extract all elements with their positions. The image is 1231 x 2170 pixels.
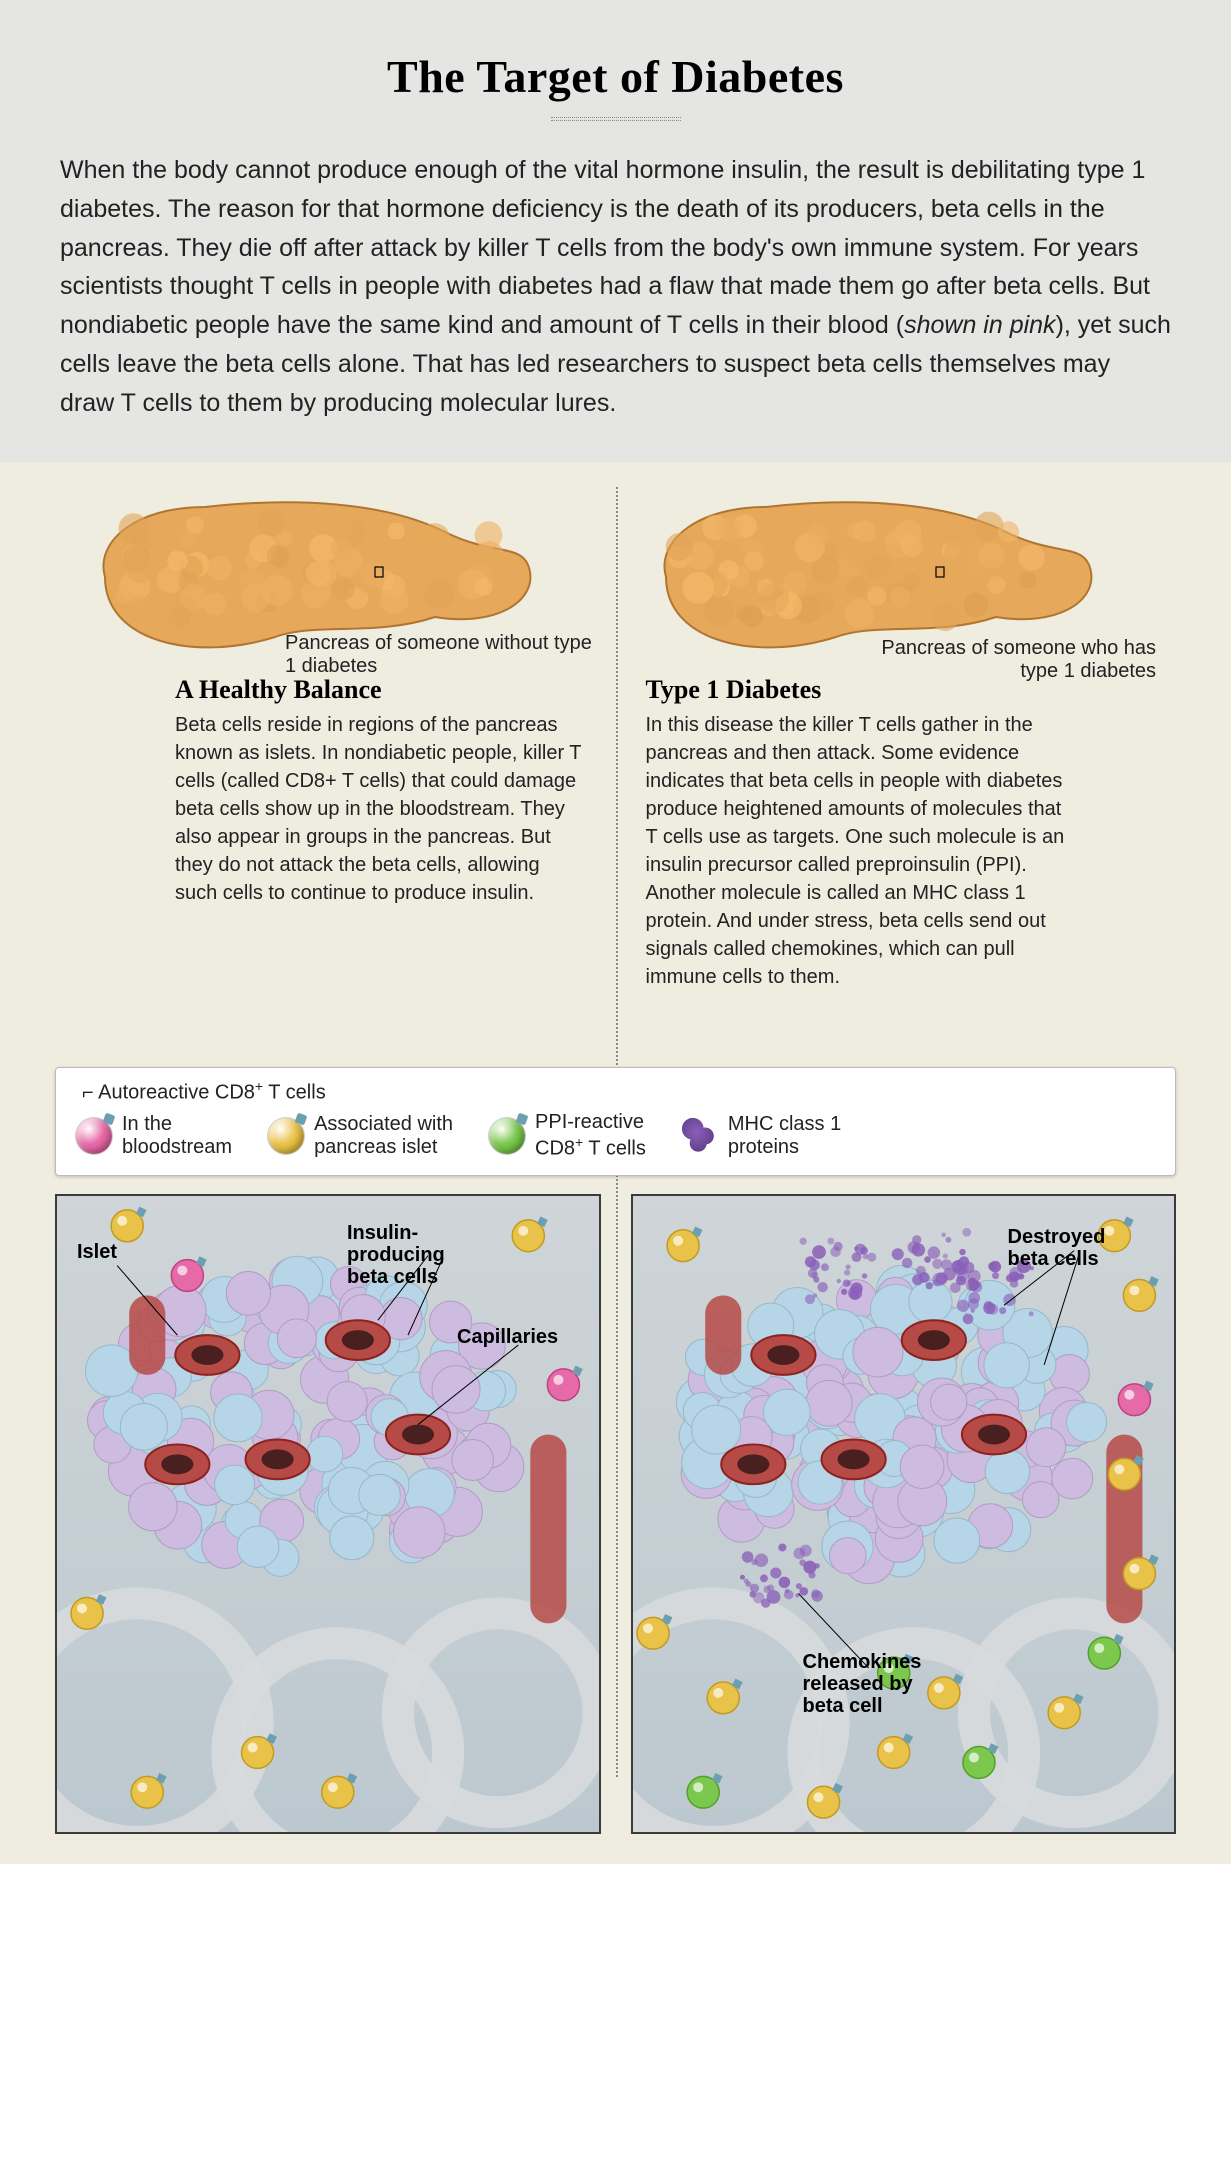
label-beta-cells: Insulin-producingbeta cells (347, 1222, 445, 1288)
column-left: Pancreas of someone without type 1 diabe… (55, 487, 616, 1047)
mhc-icon (682, 1118, 718, 1154)
title-divider (551, 117, 681, 121)
label-chemokines: Chemokinesreleased bybeta cell (803, 1651, 922, 1717)
legend-item: PPI-reactiveCD8+ T cells (489, 1111, 646, 1161)
legend-item-label: MHC class 1proteins (728, 1113, 841, 1159)
legend-item: MHC class 1proteins (682, 1113, 841, 1159)
right-text-block: Type 1 Diabetes In this disease the kill… (646, 675, 1067, 991)
legend-item-label: Associated withpancreas islet (314, 1113, 453, 1159)
legend-item: Associated withpancreas islet (268, 1113, 453, 1159)
legend-item: In thebloodstream (76, 1113, 232, 1159)
columns-top: Pancreas of someone without type 1 diabe… (55, 487, 1176, 1047)
left-body: Beta cells reside in regions of the panc… (175, 711, 586, 907)
label-islet: Islet (77, 1241, 117, 1263)
column-right: Pancreas of someone who has type 1 diabe… (616, 487, 1177, 1047)
tcell-icon (76, 1118, 112, 1154)
header-block: The Target of Diabetes When the body can… (0, 0, 1231, 462)
legend-item-label: PPI-reactiveCD8+ T cells (535, 1111, 646, 1161)
microview-diabetic-svg (633, 1196, 1175, 1832)
label-destroyed: Destroyedbeta cells (1008, 1226, 1106, 1270)
pancreas-healthy: Pancreas of someone without type 1 diabe… (75, 487, 596, 667)
legend-row: In thebloodstream Associated withpancreas… (76, 1111, 1155, 1161)
right-body: In this disease the killer T cells gathe… (646, 711, 1067, 991)
microview-diabetic: Destroyedbeta cells Chemokinesreleased b… (631, 1194, 1177, 1834)
legend-header: Autoreactive CD8+ T cells (82, 1078, 1155, 1105)
page-title: The Target of Diabetes (60, 50, 1171, 103)
tcell-icon (489, 1118, 525, 1154)
label-capillaries: Capillaries (457, 1326, 558, 1348)
pancreas-diabetic: Pancreas of someone who has type 1 diabe… (636, 487, 1157, 667)
pancreas-healthy-caption: Pancreas of someone without type 1 diabe… (285, 632, 596, 678)
tcell-icon (268, 1118, 304, 1154)
pancreas-diabetic-svg (636, 487, 1096, 662)
pancreas-diabetic-caption: Pancreas of someone who has type 1 diabe… (876, 637, 1157, 683)
intro-paragraph: When the body cannot produce enough of t… (60, 151, 1171, 422)
left-heading: A Healthy Balance (175, 675, 586, 705)
microview-healthy-svg (57, 1196, 599, 1832)
legend-box: Autoreactive CD8+ T cells In thebloodstr… (55, 1067, 1176, 1175)
diagram-section: Pancreas of someone without type 1 diabe… (0, 462, 1231, 1863)
legend-item-label: In thebloodstream (122, 1113, 232, 1159)
left-text-block: A Healthy Balance Beta cells reside in r… (175, 675, 586, 907)
microview-healthy: Islet Insulin-producingbeta cells Capill… (55, 1194, 601, 1834)
